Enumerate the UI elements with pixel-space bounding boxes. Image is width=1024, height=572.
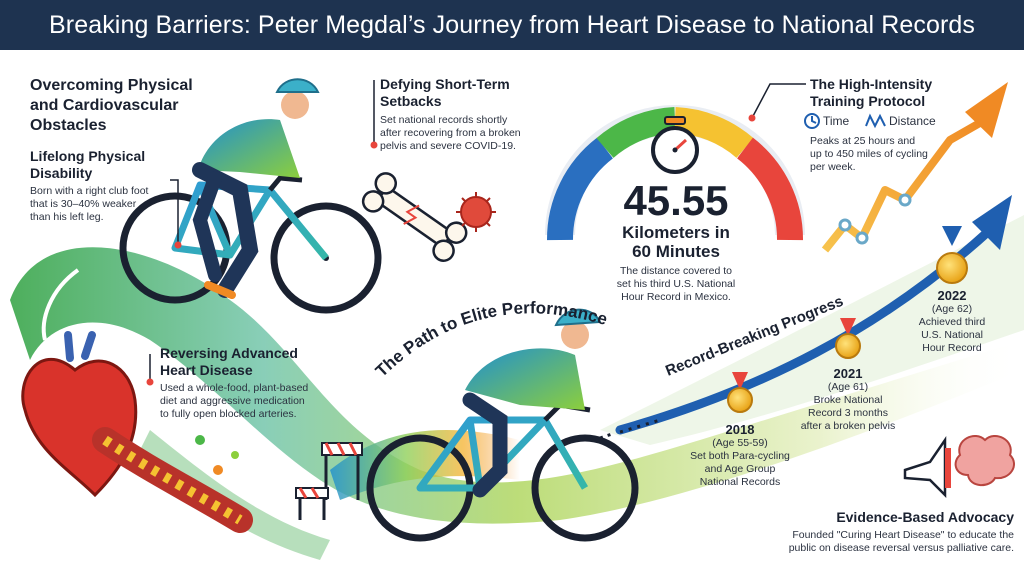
curved-arrow <box>41 268 80 341</box>
disability-body-line-2: that is 30–40% weaker <box>30 198 137 210</box>
heart-icon <box>21 331 253 533</box>
bone-icon <box>361 172 468 262</box>
milestone-2018: 2018 (Age 55-59) Set both Para-cycling a… <box>690 422 790 489</box>
disability-body-line-3: than his left leg. <box>30 211 104 223</box>
training-body-line-1: Peaks at 25 hours and <box>810 135 916 147</box>
milestone-age: (Age 55-59) <box>712 437 768 449</box>
milestone-desc-line-1: Set both Para-cycling <box>690 450 790 462</box>
milestone-year: 2021 <box>833 366 863 381</box>
legend-time-label: Time <box>823 114 850 128</box>
heart-heading-line-2: Heart Disease <box>160 362 253 378</box>
training-body-line-3: per week. <box>810 161 856 173</box>
milestone-year: 2022 <box>937 288 967 303</box>
advocacy-heading: Evidence-Based Advocacy <box>836 509 1014 525</box>
legend-distance-label: Distance <box>889 114 936 128</box>
training-arrow <box>821 82 1008 253</box>
disability-heading-line-2: Disability <box>30 165 93 181</box>
milestone-desc-line-2: Record 3 months <box>808 407 888 419</box>
heart-heading-line-1: Reversing Advanced <box>160 345 298 361</box>
brain-icon <box>954 435 1015 487</box>
training-heading-line-1: The High-Intensity <box>810 76 933 92</box>
heart-body-line-3: to fully open blocked arteries. <box>160 408 297 420</box>
training-body: Peaks at 25 hours and up to 450 miles of… <box>810 135 928 174</box>
stopwatch-icon <box>651 116 699 174</box>
setbacks-body-line-2: after recovering from a broken <box>380 127 521 139</box>
record-caption-line-1: The distance covered to <box>620 265 732 277</box>
milestone-age: (Age 62) <box>931 303 973 315</box>
obstacles-heading: Overcoming Physical and Cardiovascular O… <box>30 76 193 136</box>
clock-icon <box>804 113 820 129</box>
header-bar: Breaking Barriers: Peter Megdal’s Journe… <box>0 0 1024 50</box>
milestone-2021: 2021 (Age 61) Broke National Record 3 mo… <box>788 366 908 433</box>
training-heading-line-2: Training Protocol <box>810 93 926 109</box>
record-caption-line-3: Hour Record in Mexico. <box>621 291 731 303</box>
callout-lines <box>146 80 806 386</box>
progress-band <box>600 215 1024 445</box>
milestone-year: 2018 <box>725 422 755 437</box>
page-title: Breaking Barriers: Peter Megdal’s Journe… <box>49 11 975 39</box>
advocacy-body-line-1: Founded "Curing Heart Disease" to educat… <box>792 529 1014 541</box>
milestone-desc-line-2: and Age Group <box>704 463 776 475</box>
record-unit-line-2: 60 Minutes <box>632 242 720 261</box>
milestone-desc-line-3: after a broken pelvis <box>800 420 896 432</box>
advocacy-body-line-2: public on disease reversal versus pallia… <box>788 542 1014 554</box>
distance-icon <box>865 113 886 129</box>
heart-body-line-1: Used a whole-food, plant-based <box>160 382 309 394</box>
disability-heading-line-1: Lifelong Physical <box>30 148 146 164</box>
setbacks-body-line-1: Set national records shortly <box>380 114 508 126</box>
cyclist-top-illustration <box>119 78 382 314</box>
disability-callout: Lifelong Physical Disability Born with a… <box>30 148 148 224</box>
megaphone-icon <box>903 435 951 499</box>
training-body-line-2: up to 450 miles of cycling <box>810 148 928 160</box>
milestone-desc-line-1: Broke National <box>813 394 883 406</box>
background-swoosh <box>10 247 1024 560</box>
infographic-canvas: The Path to Elite Performance Record-Bre… <box>10 78 1024 560</box>
cyclist-bottom-illustration <box>330 308 639 542</box>
record-unit-line-1: Kilometers in <box>622 223 730 242</box>
hurdle-icon <box>295 442 363 520</box>
setbacks-heading-line-1: Defying Short-Term <box>380 76 510 92</box>
medal-icon <box>727 226 968 413</box>
training-callout: The High-Intensity Training Protocol <box>810 76 932 110</box>
setbacks-body-line-3: pelvis and severe COVID-19. <box>380 140 516 152</box>
heart-callout: Reversing Advanced Heart Disease Used a … <box>160 345 308 421</box>
milestone-desc-line-3: National Records <box>699 476 781 488</box>
milestone-2022: 2022 (Age 62) Achieved third U.S. Nation… <box>902 288 1002 355</box>
obstacles-heading-line-3: Obstacles <box>30 117 107 134</box>
milestone-desc-line-2: U.S. National <box>921 329 983 341</box>
heart-body-line-2: diet and aggressive medication <box>160 395 305 407</box>
milestone-desc-line-1: Achieved third <box>918 316 986 328</box>
advocacy-callout: Evidence-Based Advocacy Founded "Curing … <box>742 508 1014 555</box>
setbacks-callout: Defying Short-Term Setbacks Set national… <box>380 76 521 153</box>
obstacles-heading-line-1: Overcoming Physical <box>30 77 193 94</box>
setbacks-heading-line-2: Setbacks <box>380 93 442 109</box>
milestone-age: (Age 61) <box>827 381 869 393</box>
disability-body-line-1: Born with a right club foot <box>30 185 149 197</box>
milestone-desc-line-3: Hour Record <box>922 342 982 354</box>
record-caption-line-2: set his third U.S. National <box>617 278 735 290</box>
obstacles-heading-line-2: and Cardiovascular <box>30 97 179 114</box>
virus-icon <box>456 192 496 232</box>
record-value: 45.55 <box>623 177 728 224</box>
